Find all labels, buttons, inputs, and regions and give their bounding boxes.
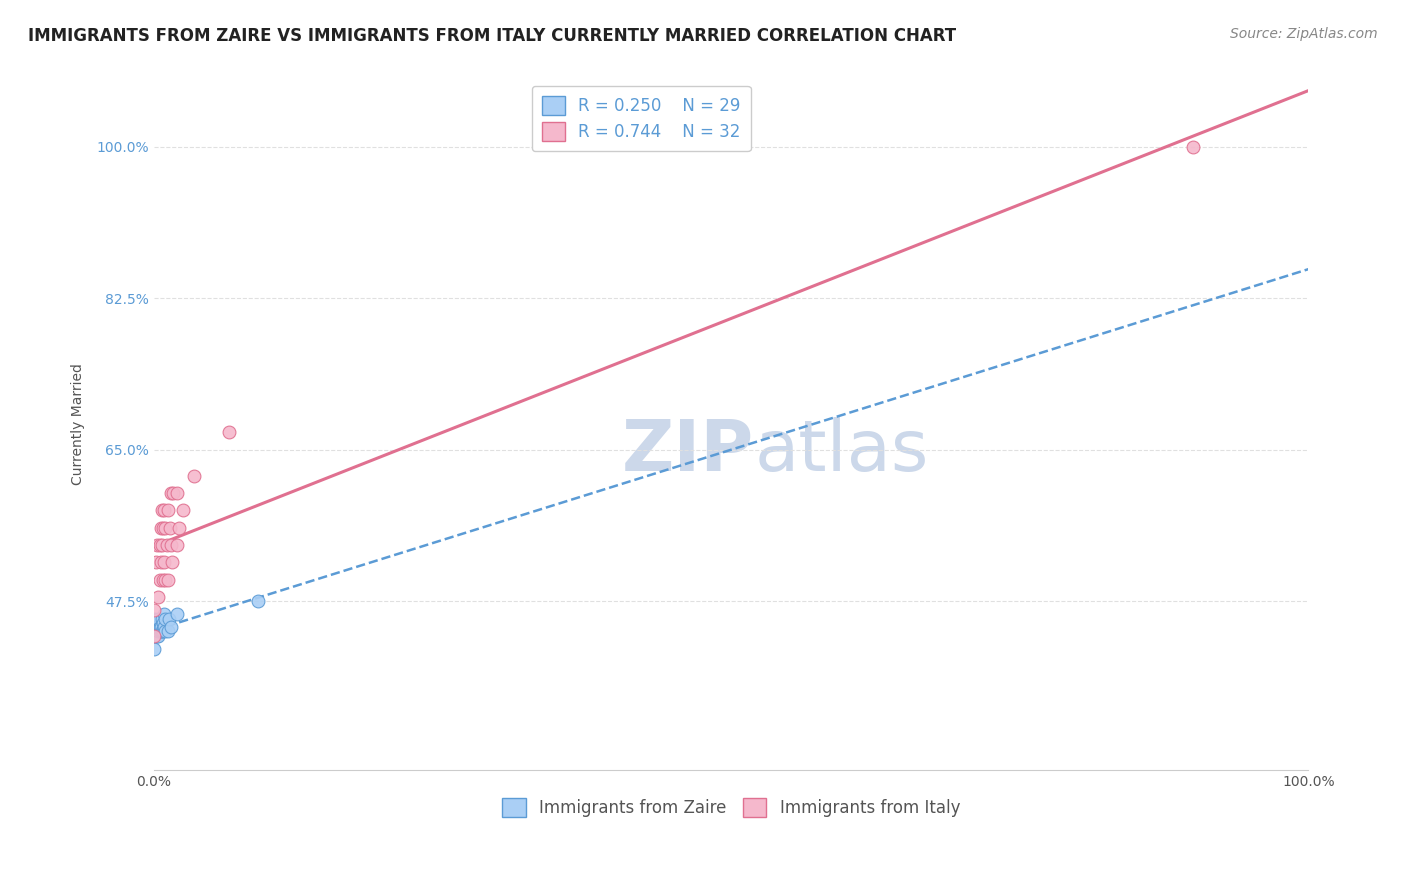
- Point: [149, 624, 172, 639]
- Point: [149, 555, 172, 569]
- Point: [157, 611, 180, 625]
- Point: [148, 590, 170, 604]
- Point: [246, 594, 269, 608]
- Point: [155, 611, 177, 625]
- Point: [142, 629, 165, 643]
- Point: [149, 520, 172, 534]
- Point: [150, 611, 173, 625]
- Point: [153, 620, 176, 634]
- Point: [172, 503, 194, 517]
- Point: [160, 538, 183, 552]
- Point: [148, 624, 170, 639]
- Point: [150, 624, 173, 639]
- Point: [162, 555, 184, 569]
- Point: [142, 641, 165, 656]
- Point: [152, 624, 174, 639]
- Point: [145, 555, 167, 569]
- Point: [149, 573, 172, 587]
- Point: [159, 520, 181, 534]
- Point: [183, 468, 205, 483]
- Point: [166, 607, 188, 622]
- Text: Source: ZipAtlas.com: Source: ZipAtlas.com: [1230, 27, 1378, 41]
- Point: [166, 486, 188, 500]
- Point: [150, 538, 173, 552]
- Point: [149, 538, 172, 552]
- Text: IMMIGRANTS FROM ZAIRE VS IMMIGRANTS FROM ITALY CURRENTLY MARRIED CORRELATION CHA: IMMIGRANTS FROM ZAIRE VS IMMIGRANTS FROM…: [28, 27, 956, 45]
- Point: [153, 503, 176, 517]
- Point: [142, 611, 165, 625]
- Point: [146, 620, 169, 634]
- Point: [150, 503, 173, 517]
- Point: [142, 629, 165, 643]
- Point: [218, 425, 240, 440]
- Point: [148, 611, 170, 625]
- Text: ZIP: ZIP: [621, 417, 754, 486]
- Point: [142, 620, 165, 634]
- Point: [149, 624, 172, 639]
- Y-axis label: Currently Married: Currently Married: [72, 363, 86, 484]
- Point: [153, 607, 176, 622]
- Point: [166, 538, 188, 552]
- Point: [155, 624, 177, 639]
- Text: atlas: atlas: [754, 417, 928, 486]
- Point: [146, 538, 169, 552]
- Point: [156, 503, 179, 517]
- Point: [155, 538, 177, 552]
- Point: [149, 620, 172, 634]
- Point: [152, 520, 174, 534]
- Point: [155, 520, 177, 534]
- Point: [145, 624, 167, 639]
- Point: [160, 486, 183, 500]
- Point: [153, 555, 176, 569]
- Point: [160, 620, 183, 634]
- Point: [148, 629, 170, 643]
- Point: [1181, 139, 1204, 153]
- Point: [156, 573, 179, 587]
- Point: [167, 520, 190, 534]
- Legend: Immigrants from Zaire, Immigrants from Italy: Immigrants from Zaire, Immigrants from I…: [495, 791, 967, 824]
- Point: [145, 629, 167, 643]
- Point: [149, 620, 172, 634]
- Point: [146, 629, 169, 643]
- Point: [152, 615, 174, 630]
- Point: [162, 486, 184, 500]
- Point: [156, 624, 179, 639]
- Point: [142, 624, 165, 639]
- Point: [142, 603, 165, 617]
- Point: [155, 573, 177, 587]
- Point: [152, 573, 174, 587]
